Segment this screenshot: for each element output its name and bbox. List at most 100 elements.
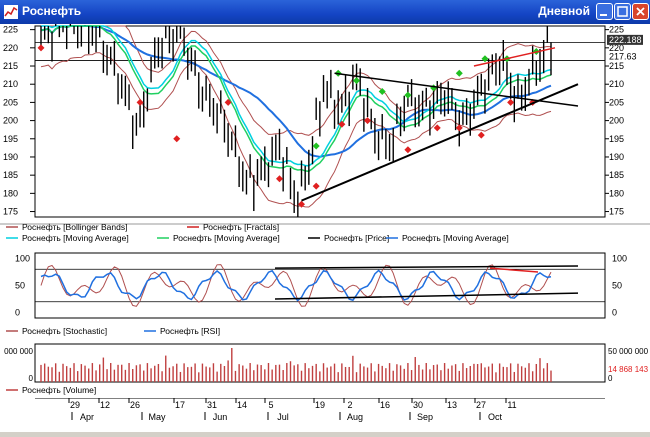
- volume-bar: [366, 367, 369, 382]
- price-y-tick-label-right: 210: [609, 79, 624, 89]
- fractal-down-marker: [338, 120, 346, 128]
- volume-bar: [282, 370, 284, 382]
- volume-bar: [176, 363, 178, 382]
- volume-bar: [110, 363, 112, 382]
- x-month-label: Jul: [277, 412, 289, 422]
- volume-bar: [190, 366, 193, 382]
- legend-entry[interactable]: Роснефть [Bollinger Bands]: [22, 222, 127, 232]
- volume-bar: [410, 370, 413, 382]
- last-price-marker: [607, 34, 643, 45]
- volume-bar: [242, 365, 244, 382]
- volume-bar: [403, 368, 405, 382]
- volume-bar: [271, 369, 273, 382]
- price-chart[interactable]: 225 225 220 220 215 215 210 210 205 205 200 200 195 1…: [0, 22, 650, 250]
- x-day-label: 11: [507, 400, 516, 410]
- legend-entry[interactable]: Роснефть [Fractals]: [203, 222, 279, 232]
- volume-bar: [381, 365, 383, 382]
- close-button[interactable]: [632, 3, 649, 20]
- oscillator-chart[interactable]: 100 100 50 50 0 0 Роснефть [Stochastic] Роснеф…: [0, 250, 650, 342]
- x-month-label: Aug: [347, 412, 363, 422]
- volume-bar: [69, 367, 72, 382]
- volume-bar: [407, 363, 409, 382]
- volume-bar: [359, 363, 361, 382]
- price-chart-panel[interactable]: 225 225 220 220 215 215 210 210 205 205 200 200 195 1…: [0, 22, 650, 250]
- volume-right-tick: 50 000 000: [608, 347, 649, 356]
- x-day-label: 14: [237, 400, 247, 410]
- legend-entry[interactable]: Роснефть [Moving Average]: [22, 233, 129, 243]
- oscillator-red-trendline[interactable]: [489, 267, 539, 273]
- legend-entry[interactable]: Роснефть [Price]: [324, 233, 389, 243]
- window-titlebar: Роснефть Дневной: [0, 0, 650, 24]
- volume-bar: [429, 369, 431, 382]
- volume-bar: [414, 357, 416, 382]
- volume-bar: [187, 367, 189, 382]
- volume-bar: [348, 366, 350, 382]
- volume-bar: [264, 369, 266, 382]
- volume-bar: [465, 368, 468, 382]
- volume-bar: [311, 365, 314, 382]
- price-y-tick-label-right: 200: [609, 116, 624, 126]
- x-day-label: 17: [175, 400, 185, 410]
- volume-bar: [326, 367, 328, 382]
- oscillator-y-tick-label: 0: [15, 308, 20, 318]
- volume-bar: [216, 371, 218, 382]
- legend-entry[interactable]: Роснефть [Moving Average]: [402, 233, 509, 243]
- volume-bar: [238, 364, 240, 382]
- volume-bar: [260, 365, 262, 382]
- volume-bar: [484, 367, 486, 382]
- volume-bar: [43, 363, 46, 382]
- oscillator-y-tick-label: 100: [15, 253, 30, 263]
- price-y-tick-label: 190: [3, 152, 18, 162]
- volume-chart[interactable]: 000 000 0 50 000 000 0 14 868 143 Роснеф…: [0, 342, 650, 398]
- volume-bar: [308, 368, 310, 382]
- legend-entry[interactable]: Роснефть [Volume]: [22, 385, 96, 395]
- support-trendline[interactable]: [301, 83, 579, 202]
- volume-bar: [531, 371, 534, 382]
- volume-bar: [498, 363, 501, 382]
- bollinger-lower-line: [40, 52, 552, 208]
- volume-bar: [377, 363, 380, 382]
- volume-bar: [227, 360, 229, 382]
- minimize-button[interactable]: [596, 3, 613, 20]
- maximize-button[interactable]: [614, 3, 631, 20]
- fractal-trendline[interactable]: [473, 47, 556, 67]
- price-y-tick-label: 180: [3, 188, 18, 198]
- volume-panel[interactable]: 000 000 0 50 000 000 0 14 868 143 Роснеф…: [0, 342, 650, 398]
- oscillator-lower-trendline[interactable]: [274, 292, 579, 300]
- volume-bar: [143, 370, 145, 382]
- volume-bar: [546, 363, 549, 382]
- x-month-label: May: [148, 412, 166, 422]
- oscillator-y-tick-label-right: 100: [612, 253, 627, 263]
- legend-entry[interactable]: Роснефть [RSI]: [160, 326, 220, 336]
- price-y-tick-label-right: 190: [609, 152, 624, 162]
- price-y-tick-label-right: 175: [609, 207, 624, 217]
- volume-bar: [172, 366, 174, 382]
- volume-bar: [330, 366, 332, 382]
- volume-bar: [275, 364, 277, 382]
- legend-entry[interactable]: Роснефть [Stochastic]: [22, 326, 107, 336]
- volume-bar: [476, 364, 479, 382]
- oscillator-panel[interactable]: 100 100 50 50 0 0 Роснефть [Stochastic] Роснеф…: [0, 250, 650, 342]
- volume-bar: [315, 363, 317, 382]
- price-y-tick-label: 205: [3, 97, 18, 107]
- fractal-up-marker: [404, 91, 412, 99]
- x-day-label: 30: [413, 400, 423, 410]
- window-title: Роснефть: [22, 4, 82, 18]
- volume-bar: [344, 366, 347, 382]
- legend-entry[interactable]: Роснефть [Moving Average]: [173, 233, 280, 243]
- volume-bar: [209, 367, 211, 382]
- last-volume-label: 14 868 143: [608, 365, 649, 374]
- fractal-down-marker: [224, 98, 232, 106]
- resistance-trendline[interactable]: [334, 72, 579, 107]
- volume-bar: [550, 370, 552, 382]
- timeframe-label: Дневной: [538, 4, 590, 18]
- volume-bar: [91, 363, 94, 382]
- volume-bar: [458, 370, 460, 382]
- price-y-tick-label: 225: [3, 25, 18, 35]
- volume-bar: [87, 368, 90, 382]
- fractal-down-marker: [364, 117, 372, 125]
- volume-bar: [535, 363, 538, 382]
- volume-bar: [47, 366, 50, 382]
- fractal-down-marker: [477, 131, 485, 139]
- oscillator-upper-trendline[interactable]: [274, 265, 579, 269]
